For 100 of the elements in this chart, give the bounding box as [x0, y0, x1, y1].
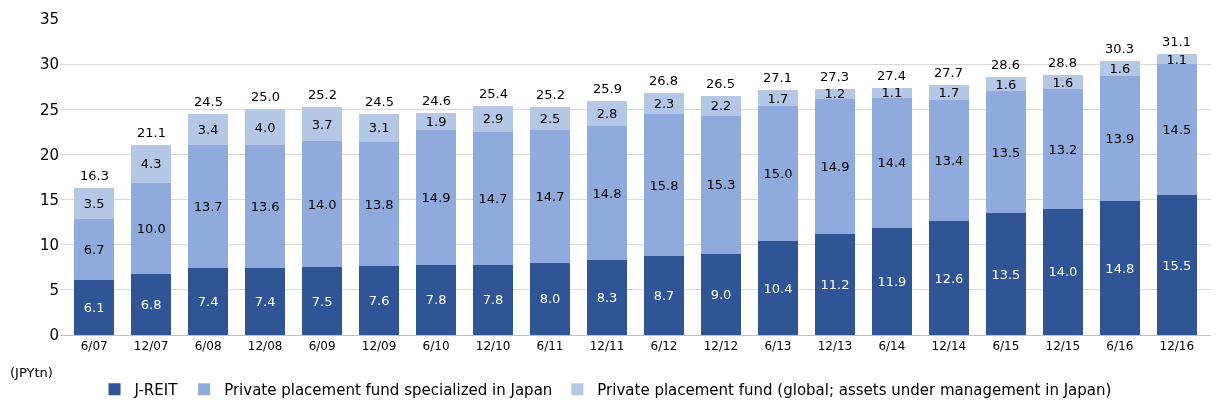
total-label: 25.2 [536, 87, 565, 102]
bar [1042, 208, 1083, 335]
bar [131, 144, 172, 184]
bar [416, 130, 457, 265]
y-tick-label: 0 [49, 326, 59, 345]
bar [188, 144, 229, 269]
total-label: 28.8 [1048, 55, 1077, 70]
total-label: 25.9 [593, 81, 622, 96]
bar [302, 140, 343, 268]
data-label: 13.7 [193, 198, 223, 214]
data-label: 15.0 [763, 165, 793, 181]
bar [644, 256, 684, 335]
x-tick-label: 6/11 [536, 339, 564, 354]
bar [416, 264, 457, 335]
bar [587, 126, 627, 261]
bar [1099, 201, 1140, 335]
data-label: 13.2 [1048, 141, 1078, 157]
bar [302, 107, 343, 141]
x-tick-label: 6/08 [194, 339, 222, 354]
bar [74, 187, 115, 220]
x-tick-label: 12/13 [817, 339, 853, 354]
data-label: 4.0 [254, 119, 276, 135]
data-label: 15.8 [649, 177, 679, 193]
legend-label: Private placement fund specialized in Japan [224, 381, 553, 400]
data-label: 7.8 [482, 292, 504, 308]
data-label: 2.5 [539, 111, 561, 127]
data-label: 13.9 [1105, 131, 1135, 147]
x-tick-label: 12/12 [703, 339, 739, 354]
x-tick-label: 6/13 [764, 339, 792, 354]
data-label: 1.6 [1052, 74, 1074, 90]
bar [131, 183, 172, 274]
bar [1156, 64, 1197, 196]
bar [871, 97, 912, 228]
bar [701, 253, 741, 335]
bar [871, 227, 912, 335]
data-label: 1.6 [995, 76, 1017, 92]
bar [1099, 61, 1140, 76]
bar [701, 95, 741, 116]
bar [758, 105, 798, 242]
data-label: 2.8 [596, 106, 618, 122]
y-tick-label: 25 [39, 100, 59, 119]
bar [359, 141, 400, 267]
data-label: 1.7 [767, 90, 789, 106]
total-label: 28.6 [991, 57, 1020, 72]
bar [74, 219, 115, 280]
bar [74, 279, 115, 335]
y-tick-label: 30 [39, 55, 59, 74]
data-label: 14.7 [535, 188, 565, 204]
data-label: 2.9 [482, 111, 504, 127]
total-label: 25.2 [308, 87, 337, 102]
data-label: 14.5 [1162, 122, 1192, 138]
bar [473, 264, 513, 335]
data-label: 1.6 [1109, 61, 1131, 77]
bar [1156, 195, 1197, 335]
total-label: 27.1 [763, 70, 792, 85]
x-tick-label: 6/07 [80, 339, 108, 354]
data-label: 14.8 [1105, 260, 1135, 276]
data-label: 13.6 [250, 199, 280, 215]
data-label: 3.7 [311, 116, 333, 132]
data-label: 6.7 [83, 242, 105, 258]
x-tick-label: 6/15 [992, 339, 1020, 354]
data-label: 12.6 [934, 270, 964, 286]
data-label: 4.3 [140, 156, 162, 172]
data-label: 13.5 [991, 266, 1021, 282]
data-label: 3.4 [197, 121, 219, 137]
data-label: 15.5 [1162, 257, 1192, 273]
total-label: 27.7 [934, 65, 963, 80]
bar [701, 115, 741, 254]
bar [188, 268, 229, 335]
bar [302, 267, 343, 335]
data-label: 8.3 [596, 290, 618, 306]
data-label: 15.3 [706, 177, 736, 193]
bar [359, 266, 400, 335]
x-tick-label: 6/10 [422, 339, 450, 354]
data-label: 14.4 [877, 155, 907, 171]
y-tick-label: 20 [39, 145, 59, 164]
data-label: 1.1 [881, 85, 903, 101]
x-tick-label: 12/16 [1159, 339, 1195, 354]
total-label: 27.4 [877, 68, 906, 83]
x-tick-label: 6/16 [1106, 339, 1134, 354]
data-label: 7.4 [197, 294, 219, 310]
x-tick-label: 12/10 [475, 339, 511, 354]
x-tick-label: 12/08 [247, 339, 283, 354]
data-label: 7.8 [425, 292, 447, 308]
data-label: 1.2 [824, 86, 846, 102]
data-label: 14.7 [478, 190, 508, 206]
bar [1099, 75, 1140, 202]
total-label: 16.3 [80, 168, 109, 183]
total-label: 31.1 [1162, 34, 1191, 49]
total-label: 25.4 [479, 86, 508, 101]
bar [758, 241, 798, 335]
x-tick-label: 6/09 [308, 339, 336, 354]
bar [245, 268, 286, 335]
bar [985, 91, 1026, 214]
bar [245, 145, 286, 269]
data-label: 1.7 [938, 85, 960, 101]
bar [188, 113, 229, 145]
y-tick-label: 10 [39, 235, 59, 254]
bar [473, 131, 513, 265]
total-label: 24.6 [422, 93, 451, 108]
